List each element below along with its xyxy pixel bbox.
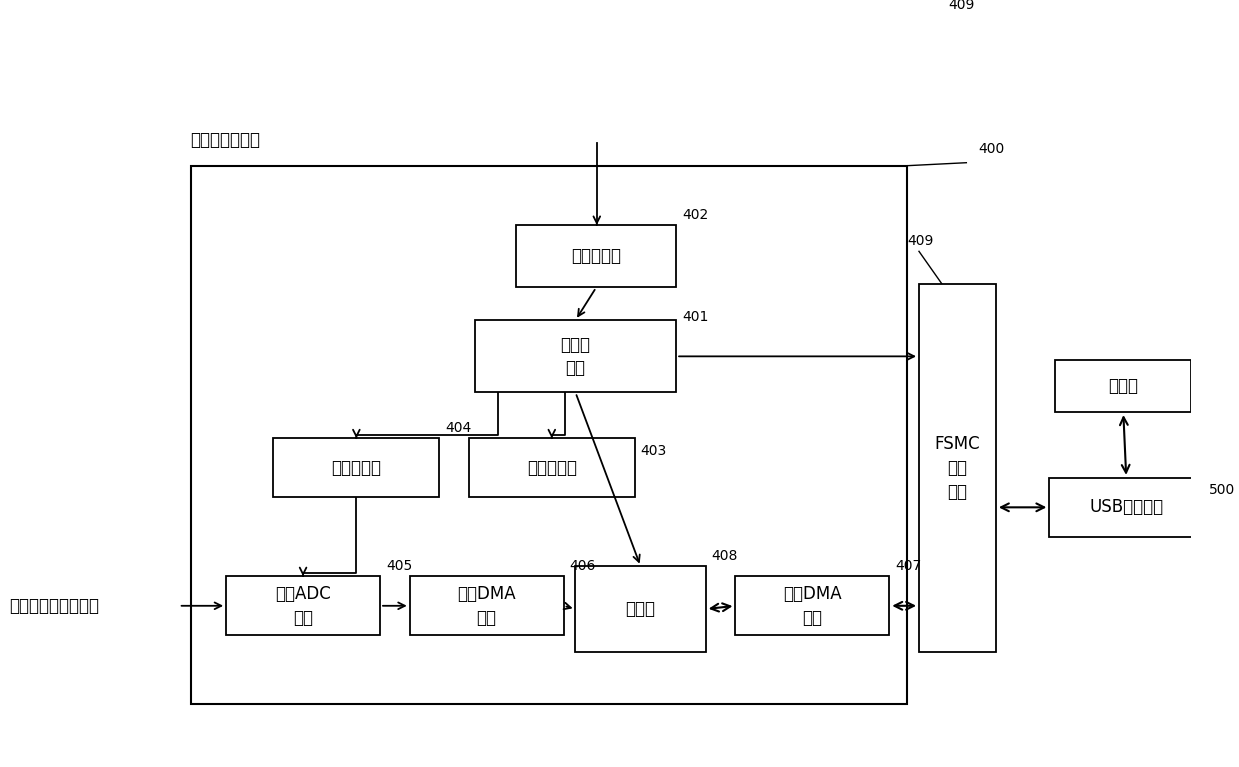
Text: USB接口芯片: USB接口芯片 [1089, 499, 1163, 516]
Text: 402: 402 [683, 208, 709, 222]
Text: 400: 400 [979, 142, 1005, 156]
Text: 第一路低通模拟信号: 第一路低通模拟信号 [10, 597, 99, 615]
Text: 401: 401 [683, 310, 709, 324]
Text: FSMC
接口
模块: FSMC 接口 模块 [934, 436, 980, 501]
Bar [410, 576, 564, 635]
Text: 405: 405 [387, 559, 413, 573]
Bar [191, 166, 907, 704]
Text: 第一路方波信号: 第一路方波信号 [191, 130, 260, 149]
Bar [1049, 478, 1203, 537]
Text: 407: 407 [896, 559, 922, 573]
Text: 409: 409 [949, 0, 975, 12]
Bar [475, 321, 676, 393]
Text: 404: 404 [445, 421, 472, 435]
Text: 第一ADC
模块: 第一ADC 模块 [275, 585, 331, 627]
Text: 第一DMA
模块: 第一DMA 模块 [457, 585, 515, 627]
Text: 第一定时器: 第一定时器 [571, 247, 621, 265]
Bar [225, 576, 380, 635]
Bar [1056, 360, 1192, 412]
Text: 单片机
内核: 单片机 内核 [560, 335, 591, 377]
Text: 第二DMA
模块: 第二DMA 模块 [783, 585, 841, 627]
Text: 第三定时器: 第三定时器 [331, 459, 382, 477]
Text: 第二定时器: 第二定时器 [527, 459, 577, 477]
Text: 500: 500 [1209, 483, 1235, 498]
Text: 存储器: 存储器 [626, 600, 655, 618]
Bar [274, 439, 440, 498]
Text: 403: 403 [641, 444, 667, 458]
Text: 409: 409 [907, 234, 933, 248]
Bar [468, 439, 634, 498]
Text: 408: 408 [711, 549, 738, 563]
Text: 上位机: 上位机 [1109, 377, 1139, 395]
Bar [919, 284, 996, 652]
Bar [575, 566, 706, 652]
Bar [517, 225, 676, 288]
Text: 406: 406 [570, 559, 596, 573]
Bar [736, 576, 890, 635]
